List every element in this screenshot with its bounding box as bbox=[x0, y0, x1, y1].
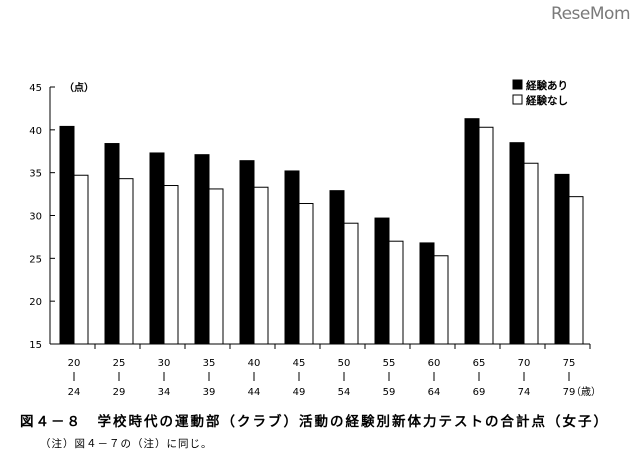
y-tick-label: 20 bbox=[29, 297, 42, 308]
x-tick-label-end: 74 bbox=[518, 387, 531, 398]
x-tick-label-end: 44 bbox=[248, 387, 261, 398]
bar-without-experience bbox=[208, 188, 224, 345]
bar-without-experience bbox=[298, 203, 314, 345]
x-tick-label-end: 29 bbox=[113, 387, 126, 398]
y-tick-label: 25 bbox=[29, 254, 42, 265]
x-axis-unit: （歳） bbox=[571, 386, 601, 398]
figure-caption: 図４－８ 学校時代の運動部（クラブ）活動の経験別新体力テストの合計点（女子） bbox=[20, 414, 609, 430]
x-tick-label-start: 40 bbox=[248, 358, 261, 369]
x-tick-label-end: 24 bbox=[68, 387, 81, 398]
bar-with-experience bbox=[419, 242, 435, 345]
bar-with-experience bbox=[374, 217, 390, 345]
x-tick-label-end: 54 bbox=[338, 387, 351, 398]
bar-with-experience bbox=[149, 152, 165, 345]
bar-with-experience bbox=[284, 170, 300, 345]
legend-label: 経験なし bbox=[526, 94, 568, 107]
bar-with-experience bbox=[509, 142, 525, 345]
bar-with-experience bbox=[239, 160, 255, 345]
bar-with-experience bbox=[464, 118, 480, 345]
x-tick-label-start: 25 bbox=[113, 358, 126, 369]
bar-without-experience bbox=[163, 185, 179, 345]
x-tick-label-start: 55 bbox=[383, 358, 396, 369]
y-tick-label: 15 bbox=[29, 340, 42, 351]
x-tick-label-end: 79 bbox=[563, 387, 576, 398]
x-tick-label-start: 50 bbox=[338, 358, 351, 369]
bar-with-experience bbox=[194, 154, 210, 345]
x-tick-label-start: 65 bbox=[473, 358, 486, 369]
bar-without-experience bbox=[343, 222, 359, 345]
figure-note: （注）図４－７の（注）に同じ。 bbox=[40, 438, 213, 450]
bar-with-experience bbox=[104, 143, 120, 345]
legend-swatch bbox=[512, 94, 523, 105]
bar-without-experience bbox=[523, 162, 539, 345]
bar-chart: 15 20 25 30 35 40 45 （点） 20 24 25 29 30 34 35 39 40 44 45 4… bbox=[29, 79, 601, 398]
bar-with-experience bbox=[59, 125, 75, 345]
x-tick-label-end: 69 bbox=[473, 387, 486, 398]
x-tick-label-start: 75 bbox=[563, 358, 576, 369]
bar-without-experience bbox=[568, 196, 584, 345]
x-tick-label-start: 30 bbox=[158, 358, 171, 369]
bar-with-experience bbox=[554, 173, 570, 345]
x-tick-label-start: 35 bbox=[203, 358, 216, 369]
y-tick-label: 45 bbox=[29, 83, 42, 94]
y-tick-label: 30 bbox=[29, 212, 42, 223]
bar-without-experience bbox=[478, 126, 494, 345]
x-tick-label-end: 34 bbox=[158, 387, 171, 398]
y-axis-label: （点） bbox=[64, 81, 94, 94]
y-tick-label: 40 bbox=[29, 126, 42, 137]
x-tick-label-start: 20 bbox=[68, 358, 81, 369]
legend-swatch bbox=[512, 79, 523, 90]
x-tick-label-start: 60 bbox=[428, 358, 441, 369]
x-tick-label-end: 59 bbox=[383, 387, 396, 398]
x-tick-label-end: 49 bbox=[293, 387, 306, 398]
x-tick-label-start: 70 bbox=[518, 358, 531, 369]
bar-without-experience bbox=[73, 174, 89, 345]
y-tick-label: 35 bbox=[29, 169, 42, 180]
x-tick-label-end: 39 bbox=[203, 387, 216, 398]
bar-without-experience bbox=[118, 178, 134, 345]
bar-without-experience bbox=[253, 186, 269, 345]
bar-with-experience bbox=[329, 190, 345, 345]
x-tick-label-end: 64 bbox=[428, 387, 441, 398]
bar-without-experience bbox=[433, 255, 449, 345]
watermark-logo: ReseMom bbox=[551, 4, 630, 24]
x-tick-label-start: 45 bbox=[293, 358, 306, 369]
legend-label: 経験あり bbox=[526, 79, 568, 92]
bar-without-experience bbox=[388, 240, 404, 345]
